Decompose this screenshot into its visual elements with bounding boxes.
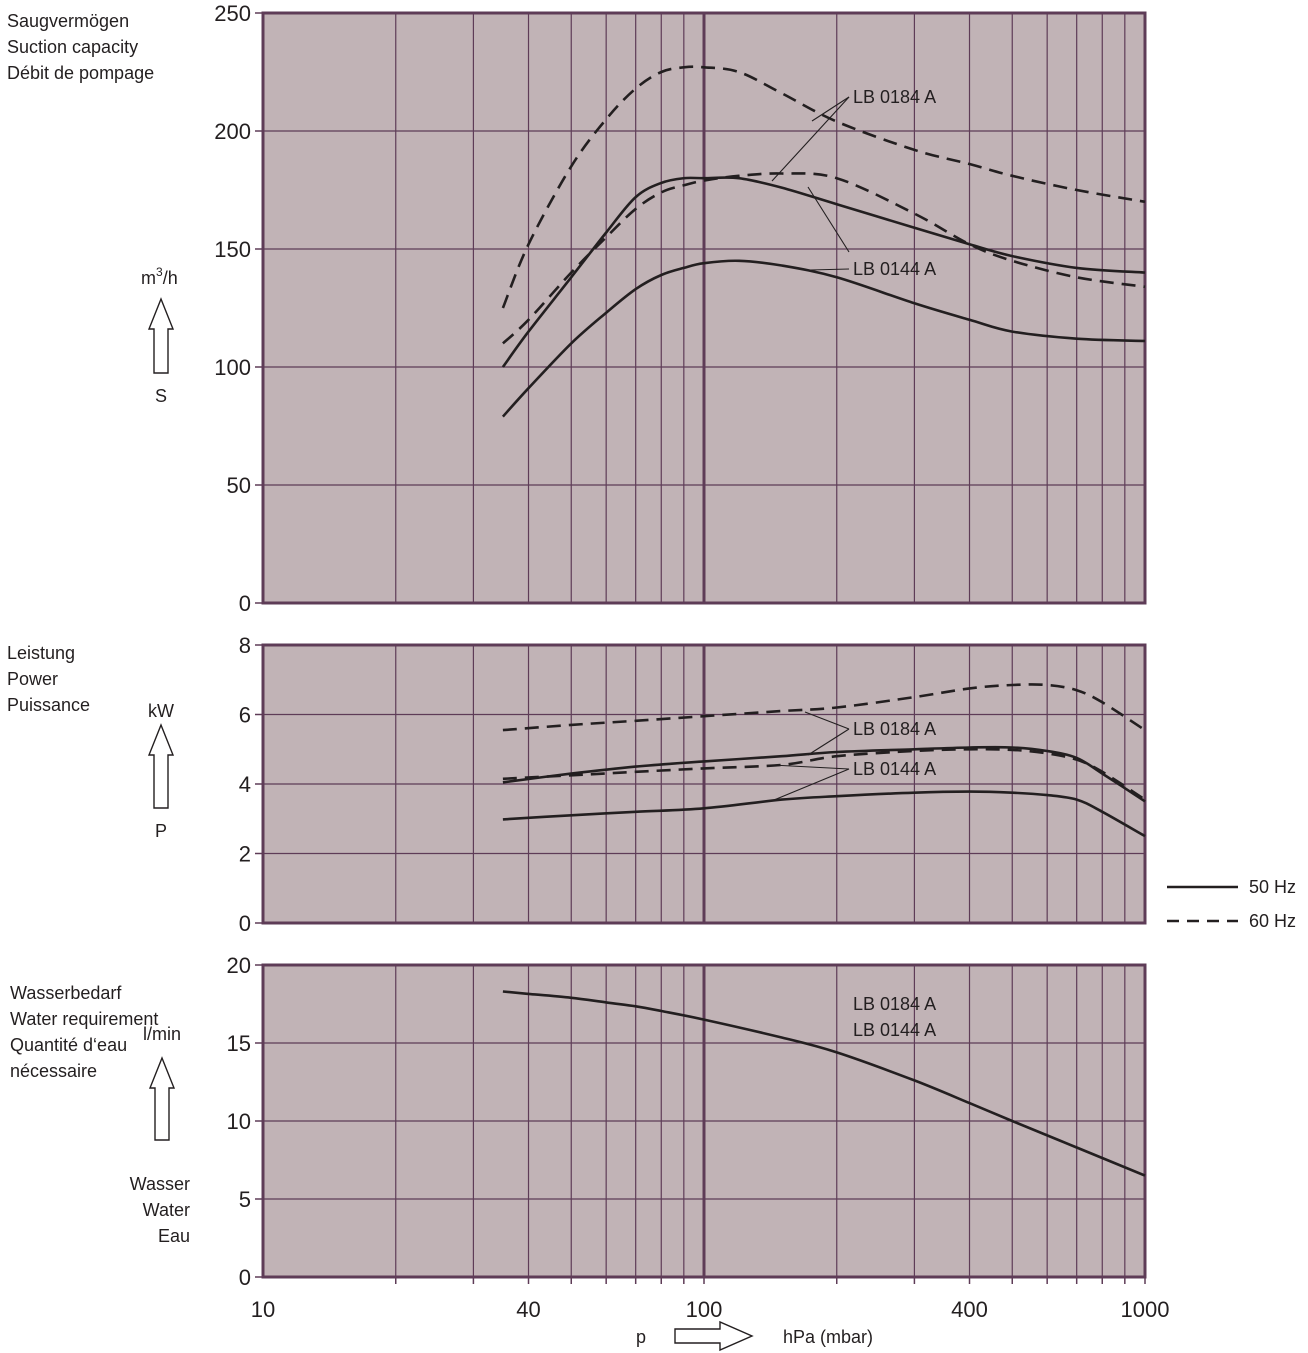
y-axis-title-line: Leistung xyxy=(7,643,75,663)
y-tick-label: 4 xyxy=(239,772,251,797)
series-line xyxy=(501,259,1146,418)
annotation-leader-line xyxy=(804,711,850,730)
up-arrow-icon xyxy=(147,723,175,809)
series-line xyxy=(502,172,1146,345)
annotation-leader-line xyxy=(807,728,850,756)
y-tick-label: 0 xyxy=(239,1265,251,1290)
y-symbol-label: S xyxy=(155,386,167,406)
chart-panel-2: 0 2 4 6 8 Leistung Power Puissance xyxy=(7,633,1147,936)
x-tick-label: 100 xyxy=(686,1297,723,1322)
chart-panel-3: 0 5 10 15 20 Wasserbedarf Water requirement Qua… xyxy=(10,953,1147,1290)
legend-label: 60 Hz xyxy=(1249,911,1296,931)
x-tick-label: 40 xyxy=(516,1297,540,1322)
y-axis-title-line: Suction capacity xyxy=(7,37,138,57)
y-unit-label: kW xyxy=(148,701,174,721)
y-axis-title-line: Wasserbedarf xyxy=(10,983,122,1003)
series-annotation: LB 0144 A xyxy=(853,259,936,279)
x-tick-label: 10 xyxy=(251,1297,275,1322)
series-annotation: LB 0144 A xyxy=(853,1020,936,1040)
annotation-leader-line xyxy=(809,268,850,271)
y-axis-title-line: Water requirement xyxy=(10,1009,158,1029)
y-symbol-label: Eau xyxy=(158,1226,190,1246)
x-symbol-label: p xyxy=(636,1327,646,1347)
x-tick-label: 1000 xyxy=(1121,1297,1170,1322)
y-axis-title-line: Saugvermögen xyxy=(7,11,129,31)
annotation-leader-line xyxy=(771,96,850,182)
series-line xyxy=(502,745,1146,803)
y-tick-label: 20 xyxy=(227,953,251,978)
x-axis: 10 40 100 400 1000 p hPa (mbar) xyxy=(251,1277,1170,1352)
y-tick-label: 150 xyxy=(214,237,251,262)
series-line xyxy=(502,990,1146,1177)
y-tick-label: 10 xyxy=(227,1109,251,1134)
y-axis-title-line: Power xyxy=(7,669,58,689)
annotation-leader-line xyxy=(807,186,850,253)
series-annotation: LB 0184 A xyxy=(853,994,936,1014)
y-tick-label: 0 xyxy=(239,911,251,936)
series-annotation: LB 0184 A xyxy=(853,719,936,739)
series-line xyxy=(501,65,1146,309)
series-annotation: LB 0184 A xyxy=(853,87,936,107)
y-axis-title-line: nécessaire xyxy=(10,1061,97,1081)
y-tick-label: 5 xyxy=(239,1187,251,1212)
right-arrow-icon xyxy=(674,1320,754,1352)
annotation-leader-line xyxy=(773,768,850,801)
y-axis-title-line: Puissance xyxy=(7,695,90,715)
x-unit-label: hPa (mbar) xyxy=(783,1327,873,1347)
up-arrow-icon xyxy=(148,1056,176,1141)
y-tick-label: 8 xyxy=(239,633,251,658)
y-unit-label: l/min xyxy=(143,1024,181,1044)
y-tick-label: 100 xyxy=(214,355,251,380)
up-arrow-icon xyxy=(147,297,175,374)
series-line xyxy=(502,683,1146,732)
y-axis-title-line: Débit de pompage xyxy=(7,63,154,83)
x-tick-label: 400 xyxy=(951,1297,988,1322)
y-tick-label: 6 xyxy=(239,703,251,728)
y-unit-label: m3/h xyxy=(141,265,178,288)
annotation-leader-line xyxy=(771,764,850,770)
annotation-leader-line xyxy=(811,96,850,122)
series-line xyxy=(502,790,1146,838)
y-tick-label: 250 xyxy=(214,1,251,26)
y-tick-label: 2 xyxy=(239,842,251,867)
plot-frame xyxy=(261,643,1147,925)
series-line xyxy=(502,747,1146,801)
series-annotation: LB 0144 A xyxy=(853,759,936,779)
y-tick-label: 50 xyxy=(227,473,251,498)
legend: 50 Hz 60 Hz xyxy=(1167,877,1296,931)
y-tick-label: 200 xyxy=(214,119,251,144)
plot-frame xyxy=(261,11,1147,605)
y-axis-title-line: Quantité d‘eau xyxy=(10,1035,127,1055)
chart-panel-1: 0 50 100 150 200 250 Saugvermögen Suction capac… xyxy=(7,1,1147,616)
y-tick-label: 0 xyxy=(239,591,251,616)
y-tick-label: 15 xyxy=(227,1031,251,1056)
y-symbol-label: Wasser xyxy=(130,1174,190,1194)
y-symbol-label: P xyxy=(155,821,167,841)
legend-label: 50 Hz xyxy=(1249,877,1296,897)
y-symbol-label: Water xyxy=(143,1200,190,1220)
